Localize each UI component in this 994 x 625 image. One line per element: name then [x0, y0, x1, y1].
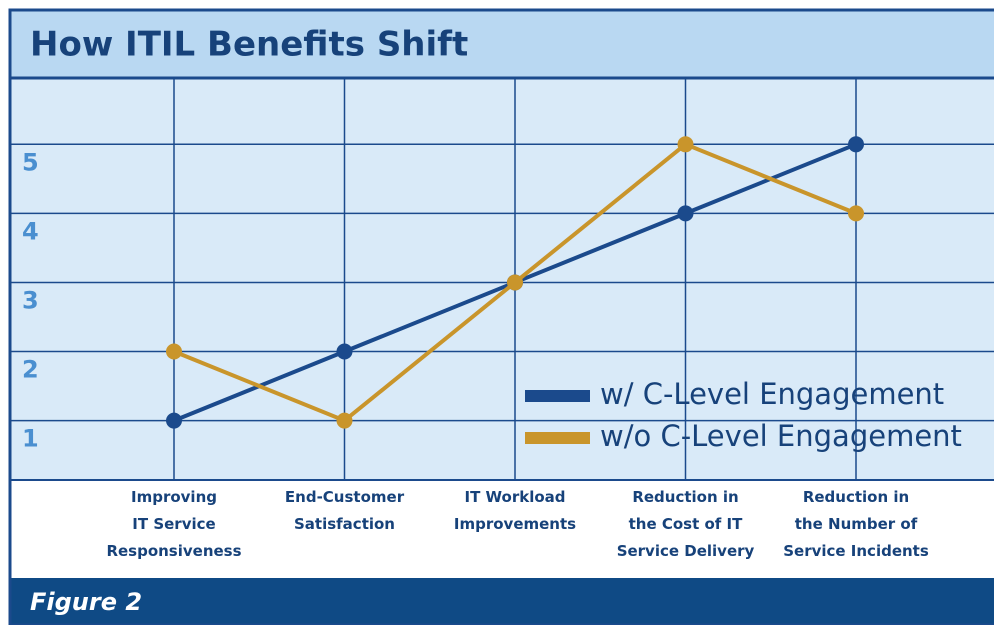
caption-band: [10, 578, 994, 625]
x-tick-label: IT Workload Improvements: [454, 488, 576, 533]
y-tick-label: 5: [22, 148, 39, 176]
x-tick-line: End-Customer: [285, 488, 405, 506]
legend-label: w/ C-Level Engagement: [600, 377, 944, 411]
x-tick-line: Responsiveness: [106, 542, 241, 560]
x-tick-line: the Cost of IT: [629, 515, 744, 533]
caption: Figure 2: [30, 588, 142, 616]
x-tick-line: IT Workload: [464, 488, 565, 506]
x-tick-line: Satisfaction: [294, 515, 395, 533]
legend-swatch: [525, 432, 590, 444]
x-tick-label: Improving IT Service Responsiveness: [106, 488, 241, 560]
x-tick-line: IT Service: [132, 515, 215, 533]
point: [848, 205, 864, 222]
y-tick-label: 4: [22, 217, 39, 245]
x-tick-line: Improvements: [454, 515, 576, 533]
y-tick-label: 2: [22, 356, 39, 384]
x-tick-line: Service Incidents: [783, 542, 929, 560]
x-tick-line: Improving: [131, 488, 217, 506]
x-tick-label: End-Customer Satisfaction: [285, 488, 405, 533]
x-tick-label: Reduction in the Cost of IT Service Delive…: [617, 488, 755, 560]
point: [166, 343, 182, 360]
chart-title: How ITIL Benefits Shift: [30, 25, 468, 65]
y-tick-label: 1: [22, 425, 39, 453]
point: [677, 136, 694, 153]
legend-swatch: [525, 390, 590, 402]
point: [336, 343, 353, 360]
point: [166, 412, 182, 429]
legend-label: w/o C-Level Engagement: [600, 419, 962, 453]
point: [507, 274, 523, 291]
x-tick-line: Reduction in: [632, 488, 738, 506]
point: [677, 205, 694, 222]
x-tick-line: Reduction in: [803, 488, 909, 506]
x-tick-line: Service Delivery: [617, 542, 755, 560]
point: [336, 412, 353, 429]
frame: [8, 8, 994, 625]
point: [848, 136, 864, 153]
x-tick-label: Reduction in the Number of Service Inciden…: [783, 488, 929, 560]
x-tick-line: the Number of: [795, 515, 918, 533]
y-tick-label: 3: [22, 286, 39, 314]
title-band: [10, 10, 994, 78]
